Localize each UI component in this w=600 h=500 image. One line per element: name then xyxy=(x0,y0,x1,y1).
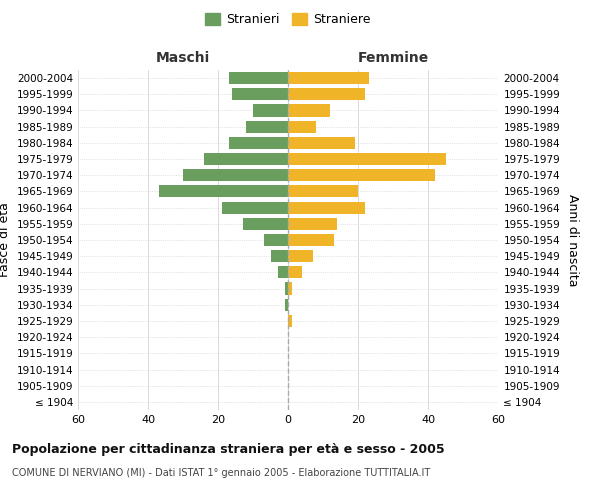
Bar xyxy=(288,218,337,230)
Bar xyxy=(204,153,288,165)
Bar xyxy=(288,266,302,278)
Bar xyxy=(271,250,288,262)
Bar xyxy=(277,266,288,278)
Bar xyxy=(183,169,288,181)
Bar xyxy=(229,72,288,84)
Text: Popolazione per cittadinanza straniera per età e sesso - 2005: Popolazione per cittadinanza straniera p… xyxy=(12,442,445,456)
Text: Femmine: Femmine xyxy=(358,51,428,65)
Bar xyxy=(288,250,313,262)
Text: Maschi: Maschi xyxy=(156,51,210,65)
Bar xyxy=(221,202,288,213)
Bar xyxy=(288,88,365,101)
Y-axis label: Fasce di età: Fasce di età xyxy=(0,202,11,278)
Bar xyxy=(263,234,288,246)
Bar xyxy=(229,137,288,149)
Bar xyxy=(158,186,288,198)
Bar xyxy=(288,234,334,246)
Bar xyxy=(288,137,355,149)
Bar xyxy=(288,186,358,198)
Bar xyxy=(284,282,288,294)
Bar xyxy=(288,202,365,213)
Text: COMUNE DI NERVIANO (MI) - Dati ISTAT 1° gennaio 2005 - Elaborazione TUTTITALIA.I: COMUNE DI NERVIANO (MI) - Dati ISTAT 1° … xyxy=(12,468,430,477)
Bar xyxy=(288,72,368,84)
Bar xyxy=(288,153,445,165)
Bar xyxy=(242,218,288,230)
Bar xyxy=(246,120,288,132)
Bar xyxy=(288,169,435,181)
Legend: Stranieri, Straniere: Stranieri, Straniere xyxy=(200,8,376,31)
Bar xyxy=(288,282,292,294)
Bar xyxy=(288,104,330,117)
Bar xyxy=(288,315,292,327)
Bar xyxy=(284,298,288,311)
Bar xyxy=(253,104,288,117)
Y-axis label: Anni di nascita: Anni di nascita xyxy=(566,194,579,286)
Bar xyxy=(232,88,288,101)
Bar xyxy=(288,120,316,132)
